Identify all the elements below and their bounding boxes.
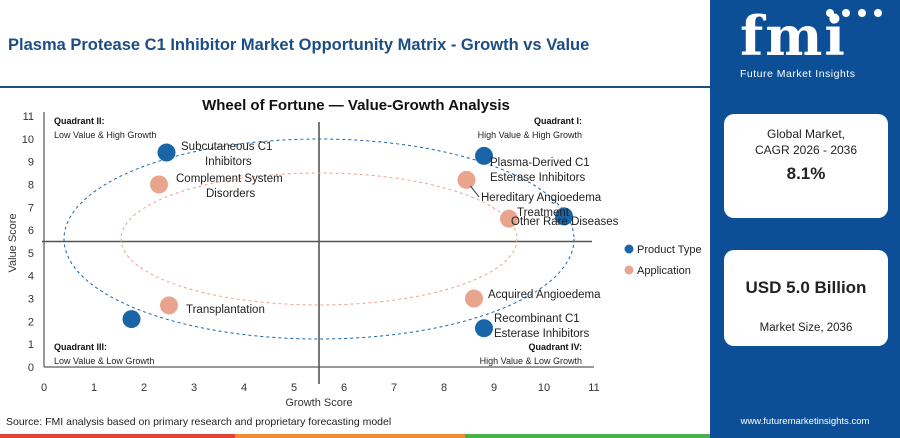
label-leader-line — [470, 185, 480, 198]
application-point — [150, 175, 168, 194]
website-link[interactable]: www.futuremarketinsights.com — [740, 416, 870, 427]
page-title: Plasma Protease C1 Inhibitor Market Oppo… — [8, 36, 590, 54]
logo-subtitle: Future Market Insights — [740, 68, 856, 80]
point-label: Acquired Angioedema — [488, 289, 601, 301]
point-label: Complement System Disorders — [176, 173, 283, 200]
header-divider — [0, 86, 710, 88]
quadrant-subtitle: High Value & Low Growth — [480, 356, 582, 366]
footer-bar-orange — [235, 434, 465, 438]
y-tick-label: 7 — [28, 202, 34, 214]
point-label: Recombinant C1 Esterase Inhibitors — [494, 313, 589, 340]
y-tick-label: 11 — [23, 111, 34, 123]
legend-label: Application — [637, 265, 691, 277]
y-tick-label: 0 — [28, 362, 34, 374]
x-tick-label: 7 — [391, 382, 397, 394]
cagr-label-line1: Global Market, — [766, 127, 846, 141]
point-label: Transplantation — [186, 304, 265, 316]
y-tick-label: 1 — [28, 339, 34, 351]
logo-dots-icon — [826, 9, 882, 17]
y-tick-label: 4 — [28, 271, 34, 283]
brand-panel: fmi Future Market Insights Global Market… — [710, 0, 900, 438]
product-type-point — [555, 207, 573, 226]
application-ellipse — [120, 172, 518, 306]
opportunity-matrix-chart: Wheel of Fortune — Value-Growth Analysis… — [7, 97, 702, 409]
x-tick-label: 5 — [291, 382, 297, 394]
point-label: Subcutaneous C1 Inhibitors — [181, 141, 272, 168]
x-axis-label: Growth Score — [285, 397, 352, 409]
y-tick-label: 2 — [28, 316, 34, 328]
x-tick-label: 8 — [441, 382, 447, 394]
quadrant-layer: Quadrant II: Low Value & High Growth Quadr… — [54, 116, 582, 366]
x-tick-label: 6 — [341, 382, 347, 394]
x-tick-label: 9 — [491, 382, 497, 394]
product-type-point — [157, 143, 176, 162]
footer-bar-green — [465, 434, 710, 438]
y-axis-label: Value Score — [7, 213, 19, 272]
x-tick-label: 2 — [141, 382, 147, 394]
point-label: Other Rare Diseases — [511, 216, 619, 228]
quadrant-title: Quadrant I: — [534, 116, 582, 126]
chart-title: Wheel of Fortune — Value-Growth Analysis — [202, 97, 510, 114]
ellipse-layer — [63, 138, 575, 340]
legend-marker — [624, 265, 634, 275]
x-tick-label: 1 — [91, 382, 97, 394]
points-layer: Subcutaneous C1 Inhibitors Plasma-Derived … — [122, 141, 619, 340]
y-tick-label: 10 — [22, 134, 34, 146]
quadrant-title: Quadrant III: — [54, 342, 107, 352]
cagr-value: 8.1% — [786, 164, 826, 183]
y-tick-label: 9 — [28, 157, 34, 169]
footer-bar-red — [0, 434, 235, 438]
y-tick-label: 8 — [28, 179, 34, 191]
header-band: Plasma Protease C1 Inhibitor Market Oppo… — [0, 0, 710, 86]
x-tick-label: 10 — [538, 382, 550, 394]
application-point — [160, 296, 178, 315]
fmi-logo: fmi Future Market Insights — [710, 0, 900, 90]
market-size-value: USD 5.0 Billion — [745, 278, 867, 297]
y-tick-label: 6 — [28, 225, 34, 237]
application-point — [465, 289, 483, 308]
x-tick-label: 3 — [191, 382, 197, 394]
quadrant-title: Quadrant IV: — [528, 342, 582, 352]
quadrant-subtitle: High Value & High Growth — [478, 130, 582, 140]
source-note: Source: FMI analysis based on primary re… — [6, 416, 392, 428]
legend-layer: Product Type Application — [624, 244, 702, 277]
market-size-card: USD 5.0 Billion Market Size, 2036 — [724, 250, 888, 346]
y-tick-label: 3 — [28, 294, 34, 306]
point-label: Plasma-Derived C1 Esterase Inhibitors — [490, 157, 590, 184]
point-label: Hereditary Angioedema Treatment — [481, 192, 602, 219]
legend-label: Product Type — [637, 244, 702, 256]
y-tick-label: 5 — [28, 248, 34, 260]
cagr-card: Global Market, CAGR 2026 - 2036 8.1% — [724, 114, 888, 218]
x-tick-label: 11 — [588, 382, 599, 394]
application-point — [500, 209, 518, 228]
quadrant-subtitle: Low Value & High Growth — [54, 130, 156, 140]
market-size-label: Market Size, 2036 — [759, 322, 853, 334]
legend-marker — [624, 244, 634, 254]
x-tick-label: 0 — [41, 382, 47, 394]
cagr-label: Global Market, CAGR 2026 - 2036 — [724, 126, 888, 158]
product-type-point — [475, 319, 493, 338]
product-type-point — [475, 146, 493, 165]
cagr-label-line2: CAGR 2026 - 2036 — [754, 143, 858, 157]
quadrant-title: Quadrant II: — [54, 116, 105, 126]
quadrant-subtitle: Low Value & Low Growth — [54, 356, 154, 366]
application-point — [457, 170, 476, 189]
x-tick-label: 4 — [241, 382, 247, 394]
product-type-ellipse — [63, 138, 575, 340]
product-type-point — [122, 310, 141, 329]
axes-layer: 0 1 2 3 4 5 6 7 8 9 10 11 0 1 2 3 4 5 6 7 8 9 10 11 — [22, 111, 600, 394]
